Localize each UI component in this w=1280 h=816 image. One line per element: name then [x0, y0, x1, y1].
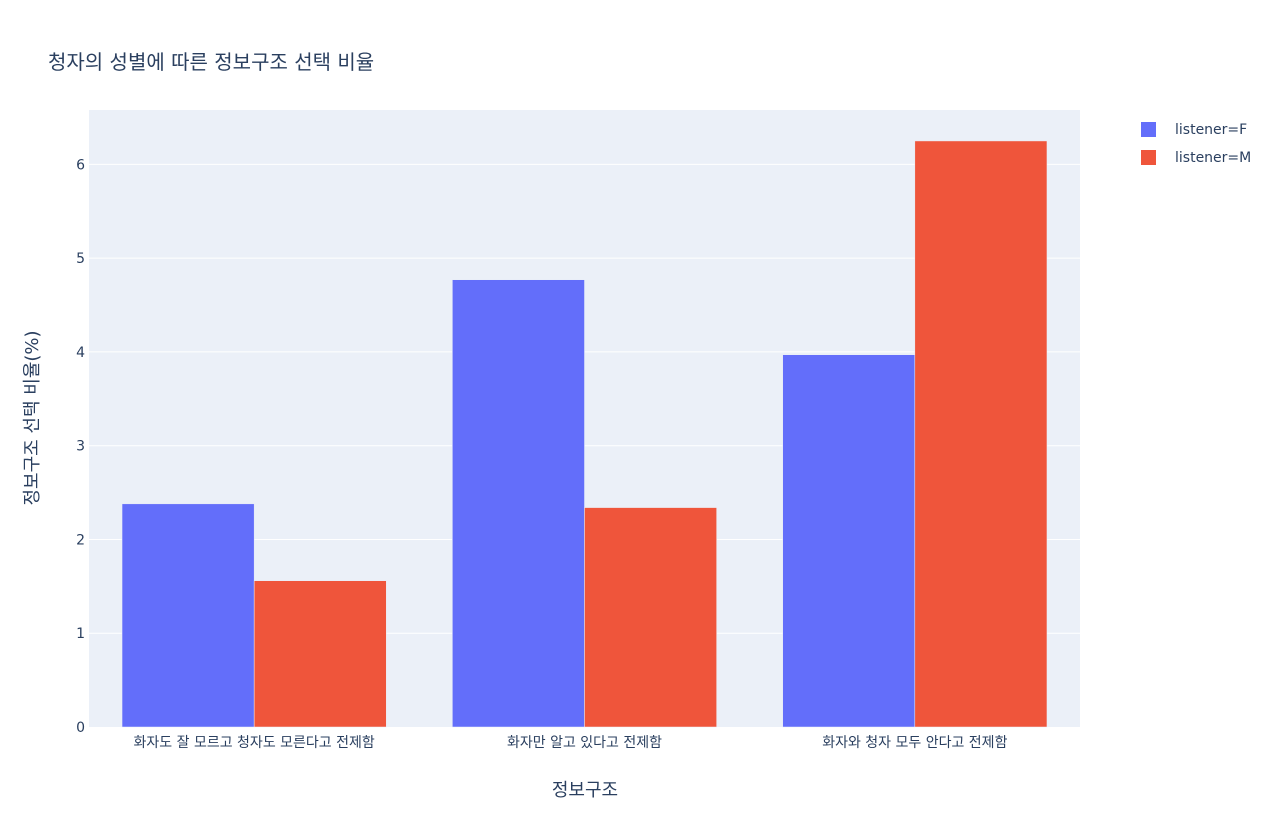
y-axis-title: 정보구조 선택 비율(%) [22, 330, 43, 505]
y-tick-label: 5 [76, 251, 85, 267]
y-tick-label: 3 [76, 439, 85, 455]
bar-listener-f-2[interactable] [782, 354, 916, 728]
bar-listener-f-0[interactable] [121, 503, 255, 728]
y-tick-label: 0 [76, 720, 85, 736]
x-axis-ticks: 화자도 잘 모르고 청자도 모른다고 전제함 화자만 알고 있다고 전제함 화자와 … [134, 735, 1008, 751]
bars [121, 140, 1048, 728]
legend-label[interactable]: listener=F [1175, 122, 1247, 138]
chart-title: 청자의 성별에 따른 정보구조 선택 비율 [48, 50, 374, 74]
x-tick-label: 화자도 잘 모르고 청자도 모른다고 전제함 [134, 735, 375, 751]
y-tick-label: 1 [76, 626, 85, 642]
legend-swatch[interactable] [1141, 122, 1156, 137]
legend[interactable]: listener=F listener=M [1141, 122, 1251, 166]
y-tick-label: 6 [76, 157, 85, 173]
legend-swatch[interactable] [1141, 150, 1156, 165]
bar-listener-m-1[interactable] [584, 507, 717, 728]
x-tick-label: 화자만 알고 있다고 전제함 [507, 735, 662, 751]
bar-listener-m-0[interactable] [253, 580, 387, 728]
legend-label[interactable]: listener=M [1175, 150, 1251, 166]
bar-listener-f-1[interactable] [452, 279, 585, 728]
x-tick-label: 화자와 청자 모두 안다고 전제함 [822, 735, 1007, 751]
x-axis-title: 정보구조 [552, 780, 618, 801]
y-tick-label: 4 [76, 345, 85, 361]
y-axis-ticks: 0 1 2 3 4 5 6 [76, 157, 85, 736]
bar-listener-m-2[interactable] [914, 140, 1048, 728]
y-tick-label: 2 [76, 532, 85, 548]
